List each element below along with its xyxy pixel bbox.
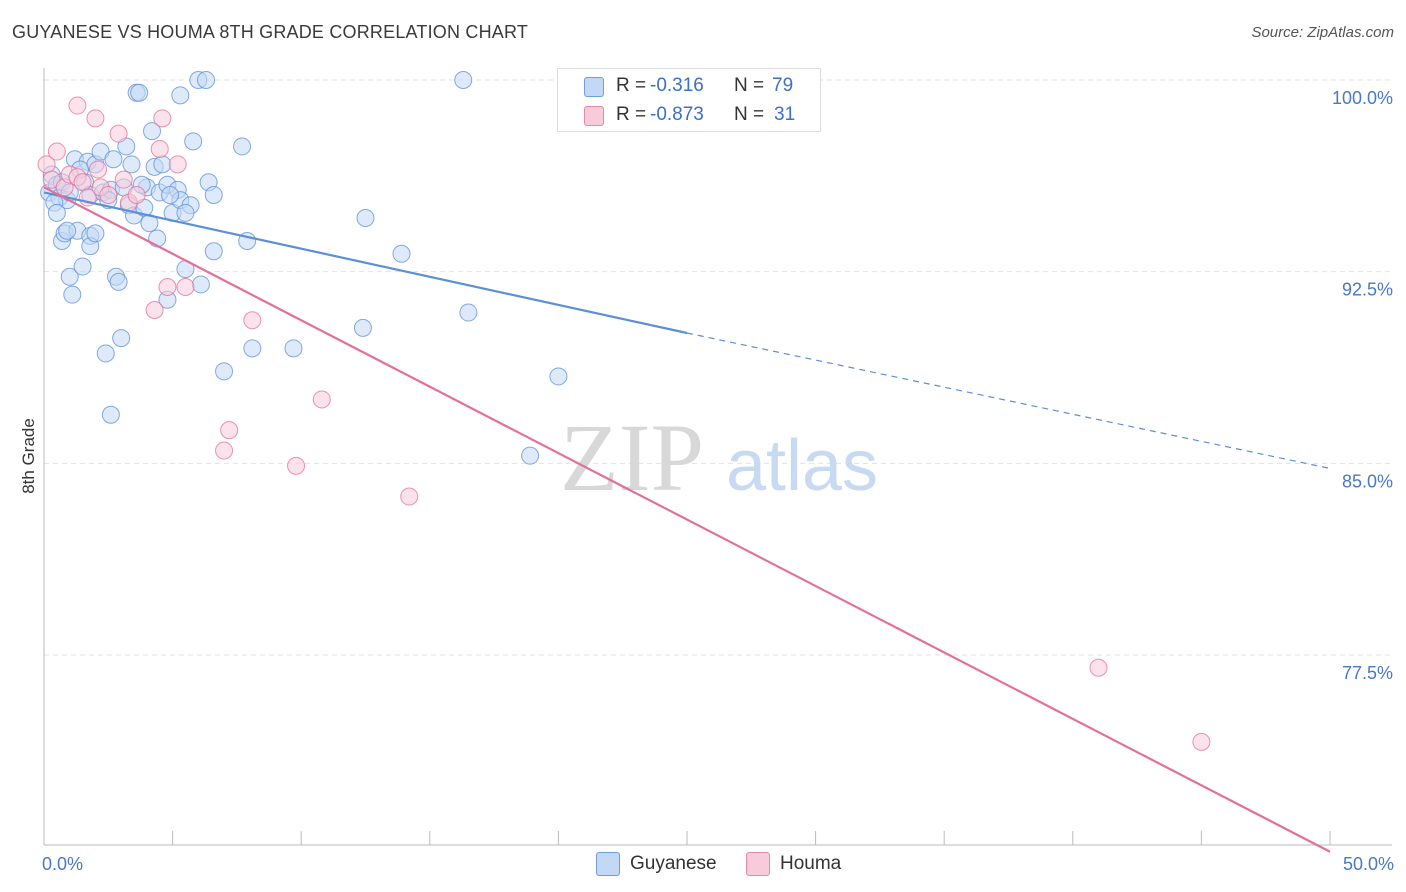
guyanese-point (191, 275, 210, 294)
houma-point (68, 96, 87, 115)
guyanese-point (176, 203, 195, 222)
bottom-legend-swatch-guyanese (596, 852, 620, 876)
guyanese-point (109, 272, 128, 291)
guyanese-point (148, 229, 167, 248)
houma-point (215, 441, 234, 460)
axis-labels: 100.0% 92.5% 85.0% 77.5% 0.0% 50.0% 8th Grade (19, 88, 1394, 874)
y-tick-label: 92.5% (1342, 280, 1393, 300)
watermark: ZIP atlas (560, 404, 878, 511)
guyanese-point (60, 267, 79, 286)
y-axis-title: 8th Grade (19, 418, 38, 494)
houma-point (312, 390, 331, 409)
houma-point (114, 170, 133, 189)
houma-point (127, 186, 146, 204)
houma-point (220, 421, 239, 440)
legend-n-label: N = (734, 104, 765, 125)
houma-point (99, 186, 118, 204)
legend-n-value: 79 (772, 75, 794, 96)
houma-point (158, 278, 177, 296)
guyanese-point (459, 303, 478, 322)
guyanese-point (233, 137, 252, 156)
guyanese-point (353, 318, 372, 337)
bottom-legend-guyanese: Guyanese (596, 852, 717, 876)
legend-r-value: -0.316 (650, 75, 704, 96)
y-tick-label: 77.5% (1342, 663, 1393, 683)
guyanese-point (58, 221, 77, 240)
chart-title: GUYANESE VS HOUMA 8TH GRADE CORRELATION … (12, 22, 529, 42)
legend-r-label: R = (616, 75, 647, 96)
guyanese-point (130, 83, 149, 102)
guyanese-trend-line (43, 191, 688, 335)
guyanese-point (143, 122, 162, 141)
guyanese-point (112, 329, 131, 348)
guyanese-point (243, 339, 262, 358)
houma-point (168, 155, 187, 174)
houma-point (73, 173, 92, 192)
axes (43, 68, 1392, 846)
legend-swatch-guyanese (584, 77, 604, 97)
houma-point (150, 140, 169, 158)
houma-point (400, 487, 419, 506)
guyanese-point (454, 71, 473, 89)
grid-lines (44, 79, 1390, 656)
bottom-legend-label-houma: Houma (780, 853, 842, 874)
legend-swatch-houma (584, 106, 604, 126)
bottom-legend-swatch-houma (746, 852, 770, 876)
guyanese-point (73, 257, 92, 276)
guyanese-point (101, 405, 120, 424)
houma-point (243, 311, 262, 330)
houma-point (89, 160, 108, 179)
legend-n-value: 31 (774, 104, 796, 125)
trend-lines (43, 186, 1331, 853)
guyanese-point (122, 155, 141, 174)
houma-point (1089, 658, 1108, 677)
houma-point (109, 124, 128, 143)
guyanese-point (392, 244, 411, 263)
houma-point (153, 109, 172, 128)
houma-point (1192, 732, 1211, 751)
houma-point (287, 456, 306, 475)
x-tick-label: 50.0% (1343, 854, 1394, 874)
y-tick-label: 100.0% (1332, 88, 1393, 108)
legend-n-label: N = (734, 75, 765, 96)
houma-trend-line (43, 186, 1331, 853)
legend-r-label: R = (616, 104, 647, 125)
houma-point (86, 109, 105, 128)
guyanese-point (184, 132, 203, 151)
legend-row-houma: R = -0.873 N = 31 (558, 100, 820, 130)
guyanese-point (356, 209, 375, 227)
guyanese-point (47, 203, 66, 222)
x-tick-label: 0.0% (42, 854, 83, 874)
guyanese-point (204, 186, 223, 204)
guyanese-point (284, 339, 303, 358)
data-points (37, 71, 1211, 751)
houma-point (176, 278, 195, 296)
guyanese-point (153, 155, 172, 174)
bottom-legend-label-guyanese: Guyanese (630, 853, 717, 874)
bottom-legend-houma: Houma (746, 852, 841, 876)
guyanese-point (549, 367, 568, 386)
guyanese-point (161, 186, 180, 204)
guyanese-point (521, 446, 540, 465)
y-tick-label: 85.0% (1342, 471, 1393, 491)
guyanese-point (86, 224, 105, 243)
guyanese-point (171, 86, 190, 105)
guyanese-point (204, 242, 223, 261)
legend-r-value: -0.873 (650, 104, 704, 125)
guyanese-point (63, 285, 82, 304)
guyanese-point (96, 344, 115, 363)
houma-point (145, 301, 164, 319)
source-label: Source: ZipAtlas.com (1251, 24, 1394, 41)
correlation-legend: R = -0.316 N = 79 R = -0.873 N = 31 (557, 68, 821, 132)
guyanese-point (215, 362, 234, 381)
watermark-zip: ZIP (560, 404, 704, 511)
houma-point (47, 142, 66, 161)
legend-row-guyanese: R = -0.316 N = 79 (558, 71, 820, 101)
guyanese-point (104, 150, 123, 169)
guyanese-point (197, 71, 216, 89)
watermark-atlas: atlas (726, 426, 878, 506)
